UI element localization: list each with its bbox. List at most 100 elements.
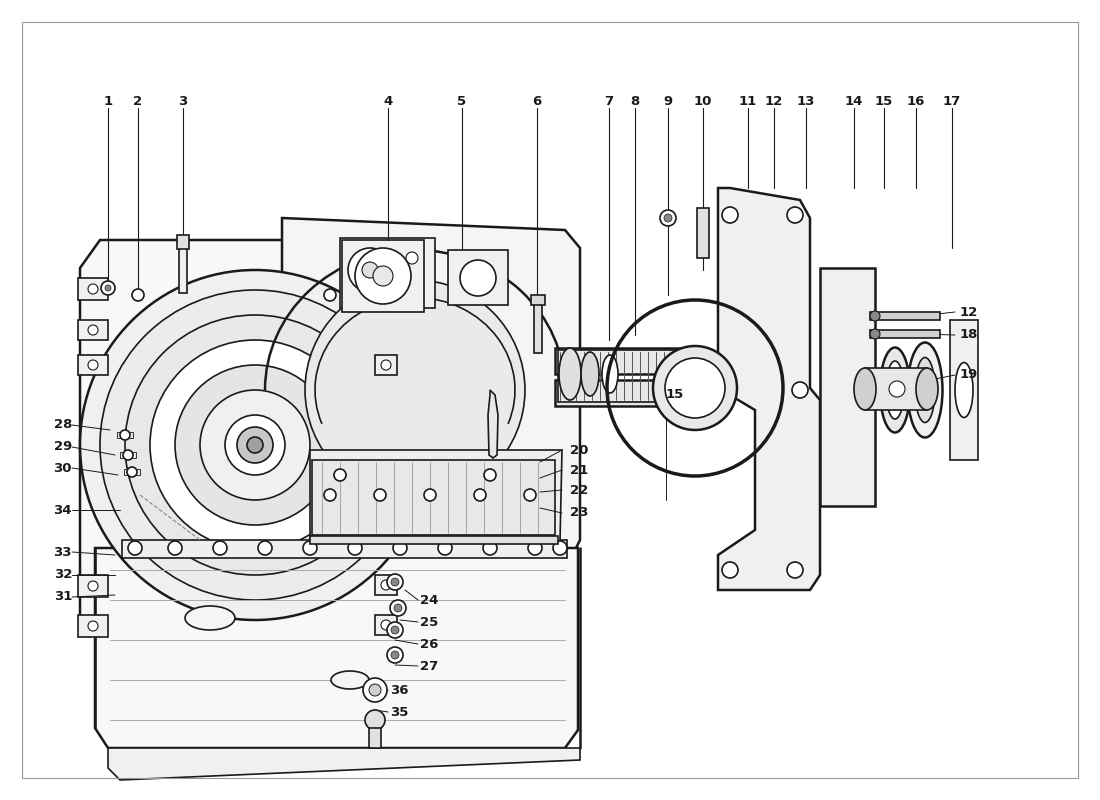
Circle shape xyxy=(132,289,144,301)
Circle shape xyxy=(870,311,880,321)
Bar xyxy=(78,355,108,375)
Circle shape xyxy=(88,325,98,335)
Text: 5: 5 xyxy=(458,95,466,108)
Circle shape xyxy=(348,248,392,292)
Ellipse shape xyxy=(916,368,938,410)
Circle shape xyxy=(424,489,436,501)
Bar xyxy=(448,250,508,305)
Ellipse shape xyxy=(915,358,935,422)
Circle shape xyxy=(524,489,536,501)
Circle shape xyxy=(101,281,116,295)
Polygon shape xyxy=(108,748,580,780)
Ellipse shape xyxy=(880,347,910,433)
Text: 3: 3 xyxy=(178,95,188,108)
Circle shape xyxy=(722,207,738,223)
Text: 14: 14 xyxy=(845,95,864,108)
Bar xyxy=(340,238,434,308)
Circle shape xyxy=(387,574,403,590)
Text: 12: 12 xyxy=(764,95,783,108)
Circle shape xyxy=(88,581,98,591)
Circle shape xyxy=(243,433,267,457)
Circle shape xyxy=(660,210,676,226)
Text: 24: 24 xyxy=(420,594,439,606)
Circle shape xyxy=(438,541,452,555)
Circle shape xyxy=(373,266,393,286)
Bar xyxy=(78,615,108,637)
Bar xyxy=(556,380,695,406)
Circle shape xyxy=(390,651,399,659)
Text: 36: 36 xyxy=(390,683,408,697)
Circle shape xyxy=(390,600,406,616)
Text: 1: 1 xyxy=(103,95,112,108)
Bar xyxy=(342,240,424,312)
Circle shape xyxy=(88,284,98,294)
Text: 8: 8 xyxy=(630,95,639,108)
Circle shape xyxy=(324,289,336,301)
Circle shape xyxy=(355,248,411,304)
Text: 15: 15 xyxy=(874,95,893,108)
Circle shape xyxy=(126,467,138,477)
Circle shape xyxy=(88,360,98,370)
Bar xyxy=(122,540,566,558)
Circle shape xyxy=(258,541,272,555)
Circle shape xyxy=(362,262,378,278)
Circle shape xyxy=(302,541,317,555)
Text: 4: 4 xyxy=(384,95,393,108)
Ellipse shape xyxy=(185,606,235,630)
Circle shape xyxy=(390,626,399,634)
Circle shape xyxy=(125,315,385,575)
Polygon shape xyxy=(488,390,498,458)
Circle shape xyxy=(387,647,403,663)
Circle shape xyxy=(381,360,390,370)
Circle shape xyxy=(474,489,486,501)
Circle shape xyxy=(390,578,399,586)
Circle shape xyxy=(305,280,525,500)
Ellipse shape xyxy=(854,368,876,410)
Bar xyxy=(375,355,397,375)
Ellipse shape xyxy=(886,361,904,419)
Circle shape xyxy=(363,678,387,702)
Ellipse shape xyxy=(602,355,618,393)
Text: 11: 11 xyxy=(739,95,757,108)
Text: 17: 17 xyxy=(943,95,961,108)
Text: 16: 16 xyxy=(906,95,925,108)
Polygon shape xyxy=(310,450,562,542)
Circle shape xyxy=(236,427,273,463)
Text: 23: 23 xyxy=(570,506,589,519)
Bar xyxy=(117,432,133,438)
Bar xyxy=(177,235,189,249)
Circle shape xyxy=(80,270,430,620)
Bar xyxy=(558,350,690,402)
Circle shape xyxy=(393,541,407,555)
Text: 30: 30 xyxy=(54,462,72,474)
Circle shape xyxy=(168,541,182,555)
Circle shape xyxy=(226,415,285,475)
Circle shape xyxy=(374,489,386,501)
Bar xyxy=(78,278,108,300)
Circle shape xyxy=(348,541,362,555)
Circle shape xyxy=(889,381,905,397)
Circle shape xyxy=(88,621,98,631)
Circle shape xyxy=(870,329,880,339)
Bar xyxy=(310,536,558,544)
Text: 18: 18 xyxy=(960,329,978,342)
Circle shape xyxy=(653,346,737,430)
Ellipse shape xyxy=(920,371,929,409)
Bar xyxy=(865,368,927,410)
Bar xyxy=(375,278,397,298)
Text: 35: 35 xyxy=(390,706,408,718)
Text: 2: 2 xyxy=(133,95,143,108)
Polygon shape xyxy=(282,218,580,570)
Bar xyxy=(124,469,140,475)
Circle shape xyxy=(387,622,403,638)
Text: 20: 20 xyxy=(570,443,589,457)
Text: 19: 19 xyxy=(960,369,978,382)
Text: 29: 29 xyxy=(54,441,72,454)
Bar xyxy=(556,348,695,374)
Circle shape xyxy=(394,604,402,612)
Bar xyxy=(534,298,542,353)
Text: 12: 12 xyxy=(960,306,978,318)
Circle shape xyxy=(175,365,336,525)
Circle shape xyxy=(719,382,735,398)
Circle shape xyxy=(381,580,390,590)
